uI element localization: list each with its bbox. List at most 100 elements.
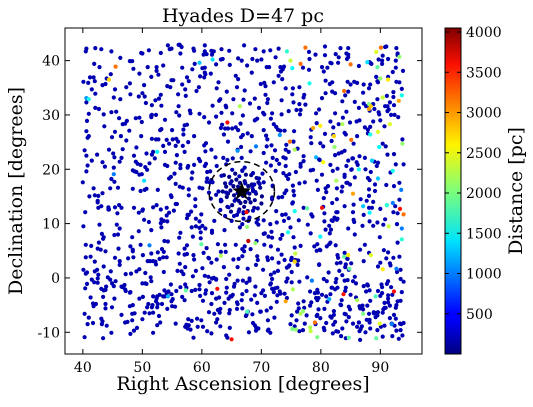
scatter-point: [384, 182, 389, 188]
scatter-point: [161, 143, 166, 148]
x-tick-label: 80: [312, 360, 330, 376]
scatter-point: [209, 147, 214, 152]
scatter-point: [337, 268, 342, 273]
scatter-point: [216, 189, 221, 194]
scatter-point: [355, 162, 360, 167]
scatter-point: [165, 306, 170, 311]
scatter-point: [367, 219, 372, 224]
scatter-point: [117, 116, 122, 121]
scatter-point: [204, 179, 209, 184]
scatter-point: [396, 336, 401, 341]
scatter-point: [102, 164, 107, 169]
scatter-point: [167, 210, 172, 215]
scatter-point: [228, 188, 233, 193]
scatter-point: [214, 163, 219, 169]
scatter-point: [236, 209, 241, 214]
scatter-point: [399, 187, 404, 192]
scatter-point: [340, 99, 345, 104]
scatter-point: [286, 176, 291, 182]
scatter-point: [225, 139, 231, 144]
scatter-point: [244, 288, 249, 294]
scatter-point: [335, 166, 340, 171]
scatter-point: [334, 329, 339, 334]
scatter-point: [248, 200, 253, 205]
scatter-point: [333, 111, 338, 116]
scatter-point: [365, 60, 370, 65]
scatter-point: [152, 156, 157, 161]
scatter-point: [199, 242, 204, 247]
scatter-point: [397, 54, 402, 59]
chart-title: Hyades D=47 pc: [162, 5, 324, 27]
scatter-point: [383, 305, 388, 310]
scatter-point: [84, 281, 90, 286]
scatter-point: [364, 317, 369, 322]
scatter-point: [309, 300, 314, 305]
scatter-point: [379, 282, 384, 287]
scatter-point: [375, 176, 381, 181]
scatter-point: [197, 225, 202, 230]
scatter-point: [83, 210, 88, 215]
scatter-point: [215, 286, 220, 291]
scatter-point: [360, 223, 365, 228]
scatter-point: [212, 311, 217, 316]
scatter-point: [181, 127, 186, 132]
scatter-point: [151, 330, 156, 335]
scatter-point: [258, 309, 263, 314]
scatter-point: [353, 281, 359, 286]
scatter-point: [89, 87, 94, 92]
scatter-point: [242, 88, 247, 93]
scatter-point: [366, 193, 372, 198]
scatter-point: [384, 203, 389, 208]
scatter-point: [300, 65, 306, 70]
scatter-point: [127, 59, 132, 64]
scatter-point: [350, 210, 356, 215]
scatter-point: [399, 86, 404, 91]
scatter-point: [209, 260, 214, 265]
scatter-point: [112, 129, 118, 134]
scatter-point: [262, 293, 267, 298]
scatter-point: [386, 224, 391, 229]
colorbar-tick-label: 4000: [466, 25, 502, 41]
scatter-point: [369, 205, 375, 210]
scatter-point: [235, 265, 240, 270]
scatter-point: [325, 184, 331, 189]
scatter-point: [362, 155, 367, 160]
scatter-point: [328, 227, 334, 232]
scatter-point: [217, 310, 222, 315]
scatter-point: [118, 55, 123, 61]
scatter-point: [346, 335, 351, 340]
scatter-point: [82, 335, 87, 340]
scatter-point: [123, 320, 128, 325]
scatter-point: [339, 189, 344, 194]
scatter-point: [200, 324, 206, 329]
scatter-point: [321, 69, 326, 74]
scatter-point: [346, 46, 351, 51]
scatter-point: [156, 137, 161, 142]
scatter-point: [380, 334, 385, 339]
scatter-point: [259, 57, 264, 62]
scatter-point: [224, 285, 229, 290]
scatter-point: [233, 125, 238, 130]
scatter-point: [112, 255, 118, 260]
scatter-point: [139, 172, 144, 177]
scatter-point: [365, 303, 370, 308]
scatter-point: [386, 296, 391, 301]
scatter-point: [322, 211, 327, 216]
scatter-point: [112, 232, 117, 238]
scatter-point: [90, 320, 96, 326]
scatter-point: [130, 318, 135, 323]
y-axis-label: Declination [degrees]: [5, 87, 27, 295]
scatter-point: [399, 290, 404, 295]
scatter-point: [368, 82, 373, 87]
scatter-point: [308, 303, 313, 308]
scatter-point: [383, 104, 388, 109]
scatter-point: [140, 317, 145, 322]
scatter-point: [143, 100, 148, 106]
scatter-point: [176, 104, 181, 109]
scatter-point: [218, 125, 223, 131]
scatter-point: [204, 246, 209, 251]
scatter-point: [384, 281, 389, 286]
scatter-point: [361, 204, 366, 209]
scatter-point: [383, 44, 388, 50]
scatter-point: [377, 235, 382, 240]
